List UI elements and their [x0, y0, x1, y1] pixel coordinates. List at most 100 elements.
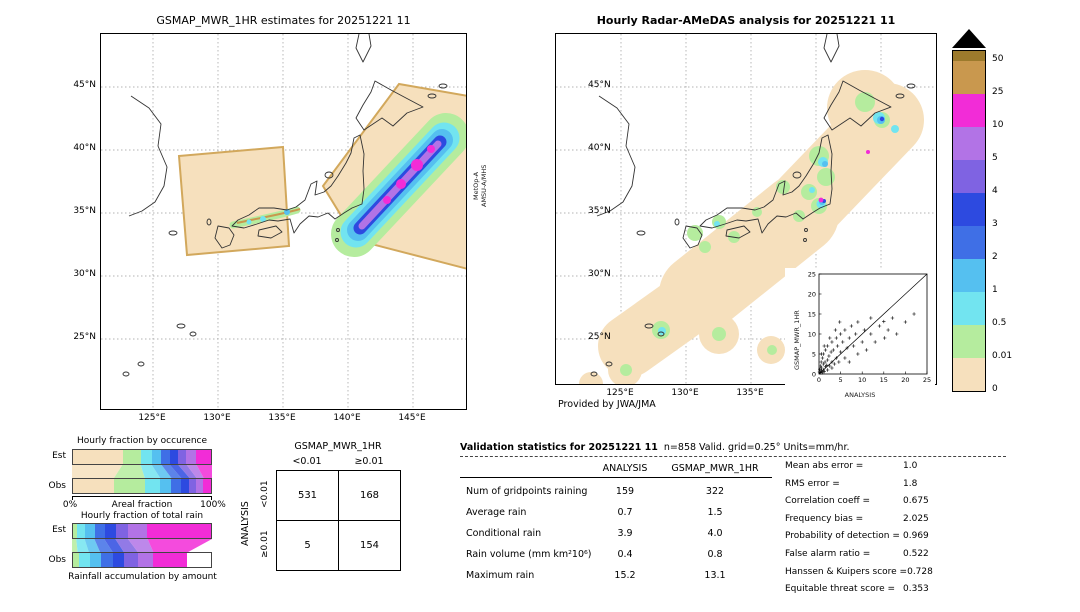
inset-y-tick-label: 20	[808, 290, 816, 298]
score-value: 0.728	[907, 566, 933, 577]
total-rain-chart-caption: Rainfall accumulation by amount	[68, 572, 217, 582]
inset-y-axis-label: GSMAP_MWR_1HR	[793, 310, 801, 370]
contingency-cell: 154	[338, 520, 401, 571]
bar-connector	[170, 465, 190, 478]
bar-connector	[115, 539, 138, 552]
bar-segment-0.5-1	[144, 479, 160, 493]
lon-tick-label: 135°E	[736, 388, 764, 398]
bar-segment-10-25	[147, 524, 211, 538]
bar-segment-5-10	[195, 479, 203, 493]
inset-x-tick-label: 10	[858, 376, 866, 384]
inset-x-tick-label: 20	[901, 376, 909, 384]
bar-segment-10-25	[152, 553, 188, 567]
bar-segment-0.01-0.5	[73, 553, 79, 567]
lon-tick-label: 130°E	[203, 413, 231, 423]
score-label: Correlation coeff =	[785, 496, 871, 507]
colorbar-tick-label: 0	[992, 384, 998, 394]
bar-connector	[104, 539, 124, 552]
bar-segment-0.01-0.5	[114, 479, 145, 493]
occurrence-connector	[72, 465, 212, 478]
colorbar-band	[953, 259, 985, 292]
bar-connector	[84, 539, 100, 552]
inset-scatter-points	[817, 312, 916, 375]
stat-gsmap-value: 13.1	[704, 570, 726, 581]
bar-segment-0.5-1	[140, 450, 152, 464]
bar-segment-2-3	[170, 479, 181, 493]
precip-overlay-radar	[579, 70, 924, 384]
inset-y-tick-label: 0	[812, 370, 816, 378]
colorbar-band	[953, 226, 985, 259]
colorbar-band	[953, 160, 985, 193]
total-rain-est-bar	[72, 523, 212, 539]
bar-segment-3-4	[180, 479, 189, 493]
lat-tick-label: 45°N	[588, 80, 611, 90]
lat-tick-label: 30°N	[73, 269, 96, 279]
colorbar-tick-label: 4	[992, 186, 998, 196]
score-list: Mean abs error = 1.0 RMS error = 1.8 Corre…	[785, 461, 933, 602]
score-value: 0.522	[903, 548, 929, 559]
stat-analysis-value: 159	[615, 486, 635, 497]
bar-segment-4-5	[177, 450, 187, 464]
stats-header-rule	[460, 477, 772, 478]
bar-connector	[178, 465, 197, 478]
radar-map-title: Hourly Radar-AMeDAS analysis for 2025122…	[596, 14, 896, 27]
stats-title-bold: Validation statistics for 20251221 11	[460, 442, 658, 453]
axis-label-areal-fraction: Areal fraction	[111, 500, 173, 510]
colorbar-over-triangle	[952, 29, 986, 48]
bar-segment-0.01-0.5	[122, 450, 141, 464]
colorbar-tick-label: 1	[992, 285, 998, 295]
sensor-label-line1: MetOp-A	[472, 171, 480, 200]
axis-tick	[72, 496, 73, 500]
lon-tick-label: 125°E	[138, 413, 166, 423]
bar-connector	[72, 539, 78, 552]
axis-tick	[211, 496, 212, 500]
stats-title: Validation statistics for 20251221 11 n=…	[460, 442, 850, 453]
bar-segment-2-3	[95, 524, 105, 538]
bar-segment-0-0.01	[73, 450, 123, 464]
row-label-obs: Obs	[48, 481, 67, 491]
occurrence-chart-title: Hourly fraction by occurence	[76, 436, 208, 446]
bar-segment-5-10	[128, 524, 148, 538]
colorbar-tick-label: 0.5	[992, 318, 1007, 328]
bar-segment-0.01-0.5	[73, 524, 78, 538]
score-label: Hanssen & Kuipers score =	[785, 566, 908, 577]
score-line: Correlation coeff = 0.675	[785, 496, 933, 514]
stats-title-rule	[460, 456, 1006, 457]
bar-segment-4-5	[188, 479, 196, 493]
colorbar-band	[953, 61, 985, 94]
colorbar-band	[953, 193, 985, 226]
score-line: Hanssen & Kuipers score = 0.728	[785, 567, 933, 585]
score-label: Frequency bias =	[785, 513, 864, 524]
row-label-est: Est	[52, 525, 66, 535]
score-label: Equitable threat score =	[785, 584, 896, 595]
bar-segment-5-10	[137, 553, 153, 567]
lat-tick-label: 25°N	[73, 332, 96, 342]
bar-segment-2-3	[100, 553, 113, 567]
japan-coastline	[122, 34, 448, 377]
bar-connector	[147, 539, 212, 552]
stats-row: Average rain 0.7 1.5	[460, 507, 790, 521]
bar-segment-1-2	[85, 524, 96, 538]
bar-connector	[76, 539, 89, 552]
colorbar-tick-label: 0.01	[992, 351, 1013, 361]
contingency-row-header: <0.01	[260, 480, 270, 508]
inset-x-tick-label: 25	[923, 376, 931, 384]
colorbar-band	[953, 94, 985, 127]
stat-label: Average rain	[466, 507, 527, 518]
score-line: RMS error = 1.8	[785, 479, 933, 497]
occurrence-est-bar	[72, 449, 212, 465]
bar-segment-3-4	[112, 553, 125, 567]
stats-title-rest: n=858 Valid. grid=0.25° Units=mm/hr.	[657, 442, 850, 453]
colorbar-tick-label: 5	[992, 153, 998, 163]
data-credit: Provided by JWA/JMA	[558, 399, 656, 410]
colorbar-tick-label: 25	[992, 87, 1004, 97]
stats-row: Num of gridpoints raining 159 322	[460, 486, 790, 500]
total-rain-chart-title: Hourly fraction of total rain	[80, 511, 204, 521]
score-value: 0.675	[903, 496, 929, 507]
lat-tick-label: 35°N	[588, 206, 611, 216]
inset-y-tick-label: 15	[808, 310, 816, 318]
inset-y-tick-label: 10	[808, 330, 816, 338]
stat-label: Rain volume (mm km²10⁶)	[466, 549, 592, 560]
bar-segment-1-2	[159, 479, 171, 493]
colorbar-tick-label: 10	[992, 120, 1004, 130]
